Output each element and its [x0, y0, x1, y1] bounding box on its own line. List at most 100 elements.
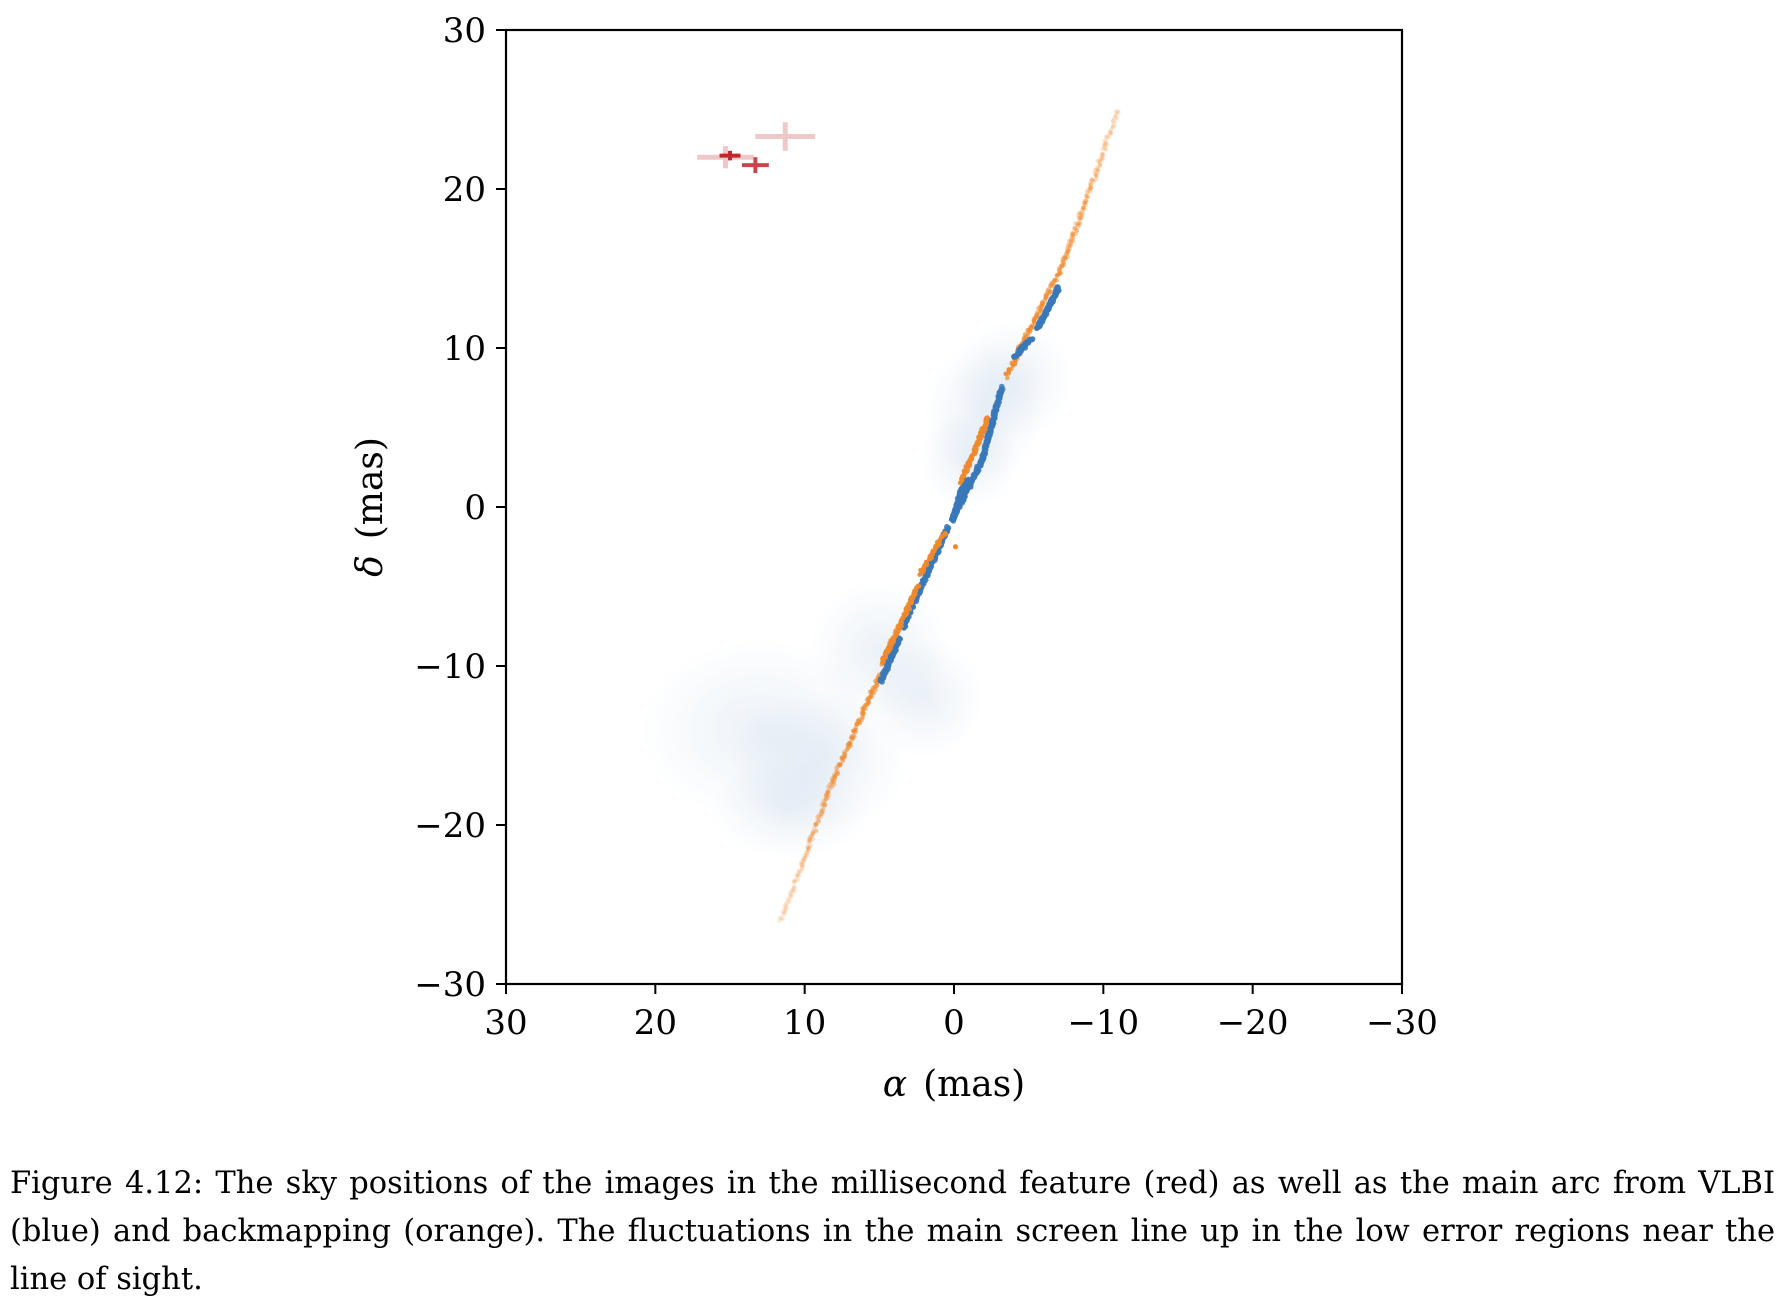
- orange-point: [810, 831, 815, 836]
- orange-point: [808, 843, 813, 849]
- orange-point: [1108, 130, 1113, 135]
- orange-point: [846, 741, 852, 746]
- orange-point: [1087, 187, 1092, 192]
- x-tick-label: −20: [1217, 1003, 1289, 1043]
- orange-point: [829, 776, 835, 781]
- orange-point: [802, 853, 808, 858]
- orange-point: [1082, 200, 1088, 206]
- orange-point: [1066, 239, 1072, 244]
- orange-point: [851, 728, 856, 734]
- orange-point: [937, 538, 942, 543]
- orange-point: [821, 804, 827, 809]
- orange-point: [1087, 181, 1093, 186]
- orange-point: [853, 727, 858, 733]
- orange-point: [1089, 177, 1094, 182]
- orange-point: [1103, 140, 1109, 146]
- orange-point: [848, 743, 853, 749]
- orange-point: [823, 796, 829, 802]
- orange-point: [837, 762, 843, 767]
- orange-point: [1110, 123, 1115, 129]
- orange-point: [1080, 205, 1086, 211]
- orange-point: [808, 834, 814, 839]
- orange-point: [824, 793, 829, 798]
- orange-point: [779, 916, 784, 922]
- orange-point: [826, 784, 831, 790]
- orange-point: [792, 886, 798, 891]
- orange-point: [842, 750, 847, 755]
- orange-point: [810, 831, 816, 837]
- orange-point: [1081, 205, 1086, 211]
- orange-point: [835, 768, 840, 774]
- orange-point: [807, 836, 812, 842]
- orange-point: [829, 783, 835, 789]
- orange-point: [1113, 113, 1118, 118]
- orange-point: [850, 736, 855, 741]
- orange-point: [816, 818, 822, 824]
- orange-point: [811, 826, 817, 831]
- orange-point: [835, 771, 840, 777]
- orange-point: [1088, 185, 1094, 191]
- orange-point: [810, 830, 816, 835]
- orange-point: [1077, 220, 1083, 225]
- orange-point: [823, 797, 829, 803]
- orange-point: [794, 873, 799, 878]
- orange-point: [802, 855, 808, 861]
- orange-point: [1093, 177, 1098, 182]
- orange-point: [807, 835, 813, 840]
- orange-point: [1094, 167, 1100, 173]
- orange-point: [1055, 272, 1060, 278]
- orange-point: [842, 755, 847, 760]
- orange-point: [1084, 193, 1089, 198]
- orange-point: [1075, 221, 1081, 226]
- orange-point: [787, 892, 793, 898]
- orange-point: [825, 790, 830, 795]
- orange-point: [1062, 254, 1068, 260]
- orange-point: [835, 764, 841, 769]
- orange-point: [982, 424, 988, 429]
- orange-point: [1098, 162, 1103, 168]
- orange-point: [842, 754, 847, 759]
- orange-point: [1116, 109, 1121, 115]
- orange-point: [810, 836, 816, 842]
- orange-point: [1100, 157, 1105, 162]
- orange-point: [1102, 142, 1107, 148]
- orange-point: [782, 902, 788, 908]
- orange-point: [1076, 224, 1081, 229]
- orange-point: [1110, 118, 1115, 123]
- orange-point: [819, 811, 825, 817]
- orange-point: [1111, 124, 1116, 130]
- orange-point: [1056, 266, 1062, 272]
- orange-point: [1052, 277, 1058, 283]
- orange-point: [826, 792, 831, 798]
- orange-point: [776, 918, 782, 924]
- orange-point: [853, 729, 858, 735]
- orange-point: [801, 858, 806, 864]
- orange-point: [822, 802, 827, 807]
- orange-point: [1079, 212, 1084, 218]
- data-points: [697, 108, 1121, 924]
- orange-point: [834, 765, 839, 771]
- orange-point: [796, 873, 802, 879]
- orange-point: [821, 798, 827, 803]
- orange-point: [783, 901, 789, 907]
- orange-point: [786, 896, 792, 902]
- orange-point: [849, 734, 854, 739]
- orange-point: [816, 812, 822, 818]
- orange-point: [846, 740, 852, 746]
- orange-point: [819, 811, 824, 816]
- orange-point: [788, 898, 793, 904]
- orange-point: [825, 789, 831, 795]
- orange-point: [791, 888, 796, 893]
- orange-point: [1046, 286, 1052, 292]
- orange-point: [1083, 198, 1089, 204]
- orange-point: [831, 782, 837, 787]
- x-tick-label: −30: [1366, 1003, 1438, 1043]
- orange-point: [1079, 215, 1084, 220]
- orange-point: [1111, 115, 1117, 121]
- orange-point: [1084, 199, 1089, 204]
- orange-point: [783, 907, 788, 912]
- orange-point: [813, 822, 819, 828]
- orange-point: [1081, 205, 1086, 210]
- orange-point: [1080, 211, 1085, 216]
- orange-point: [795, 872, 801, 878]
